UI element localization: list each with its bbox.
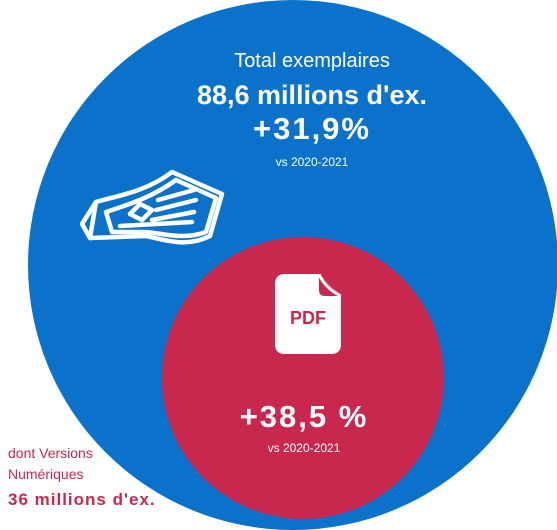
total-change: +31,9% — [252, 111, 371, 146]
total-label: Total exemplaires — [234, 50, 390, 72]
total-value: 88,6 millions d'ex. — [196, 80, 427, 110]
digital-label-line1: dont Versions — [8, 445, 93, 461]
digital-value: 36 millions d'ex. — [8, 490, 156, 509]
newspaper-icon — [79, 169, 225, 245]
pdf-file-icon: PDF — [275, 274, 341, 354]
digital-comparison: vs 2020-2021 — [267, 441, 341, 455]
pdf-label: PDF — [290, 308, 326, 328]
digital-label-line2: Numériques — [8, 466, 84, 482]
digital-change: +38,5 % — [239, 399, 369, 434]
total-comparison: vs 2020-2021 — [275, 155, 349, 169]
infographic: Total exemplaires 88,6 millions d'ex. +3… — [8, 0, 557, 530]
pdf-corner — [319, 274, 341, 296]
digital-label: dont Versions Numériques — [8, 443, 93, 485]
